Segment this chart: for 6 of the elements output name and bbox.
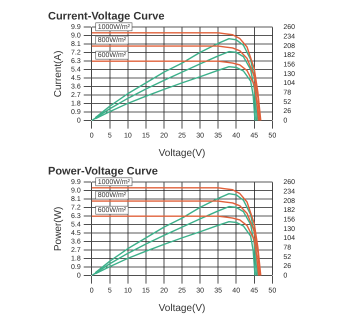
x-axis-title: Voltage(V): [158, 148, 206, 159]
y-axis-title: Power(W): [52, 206, 64, 252]
chart-title: Current-Voltage Curve: [48, 10, 165, 23]
y-axis-title: Current(A): [52, 50, 64, 98]
x-axis-title: Voltage(V): [158, 302, 206, 314]
chart-title: Power-Voltage Curve: [48, 166, 158, 178]
